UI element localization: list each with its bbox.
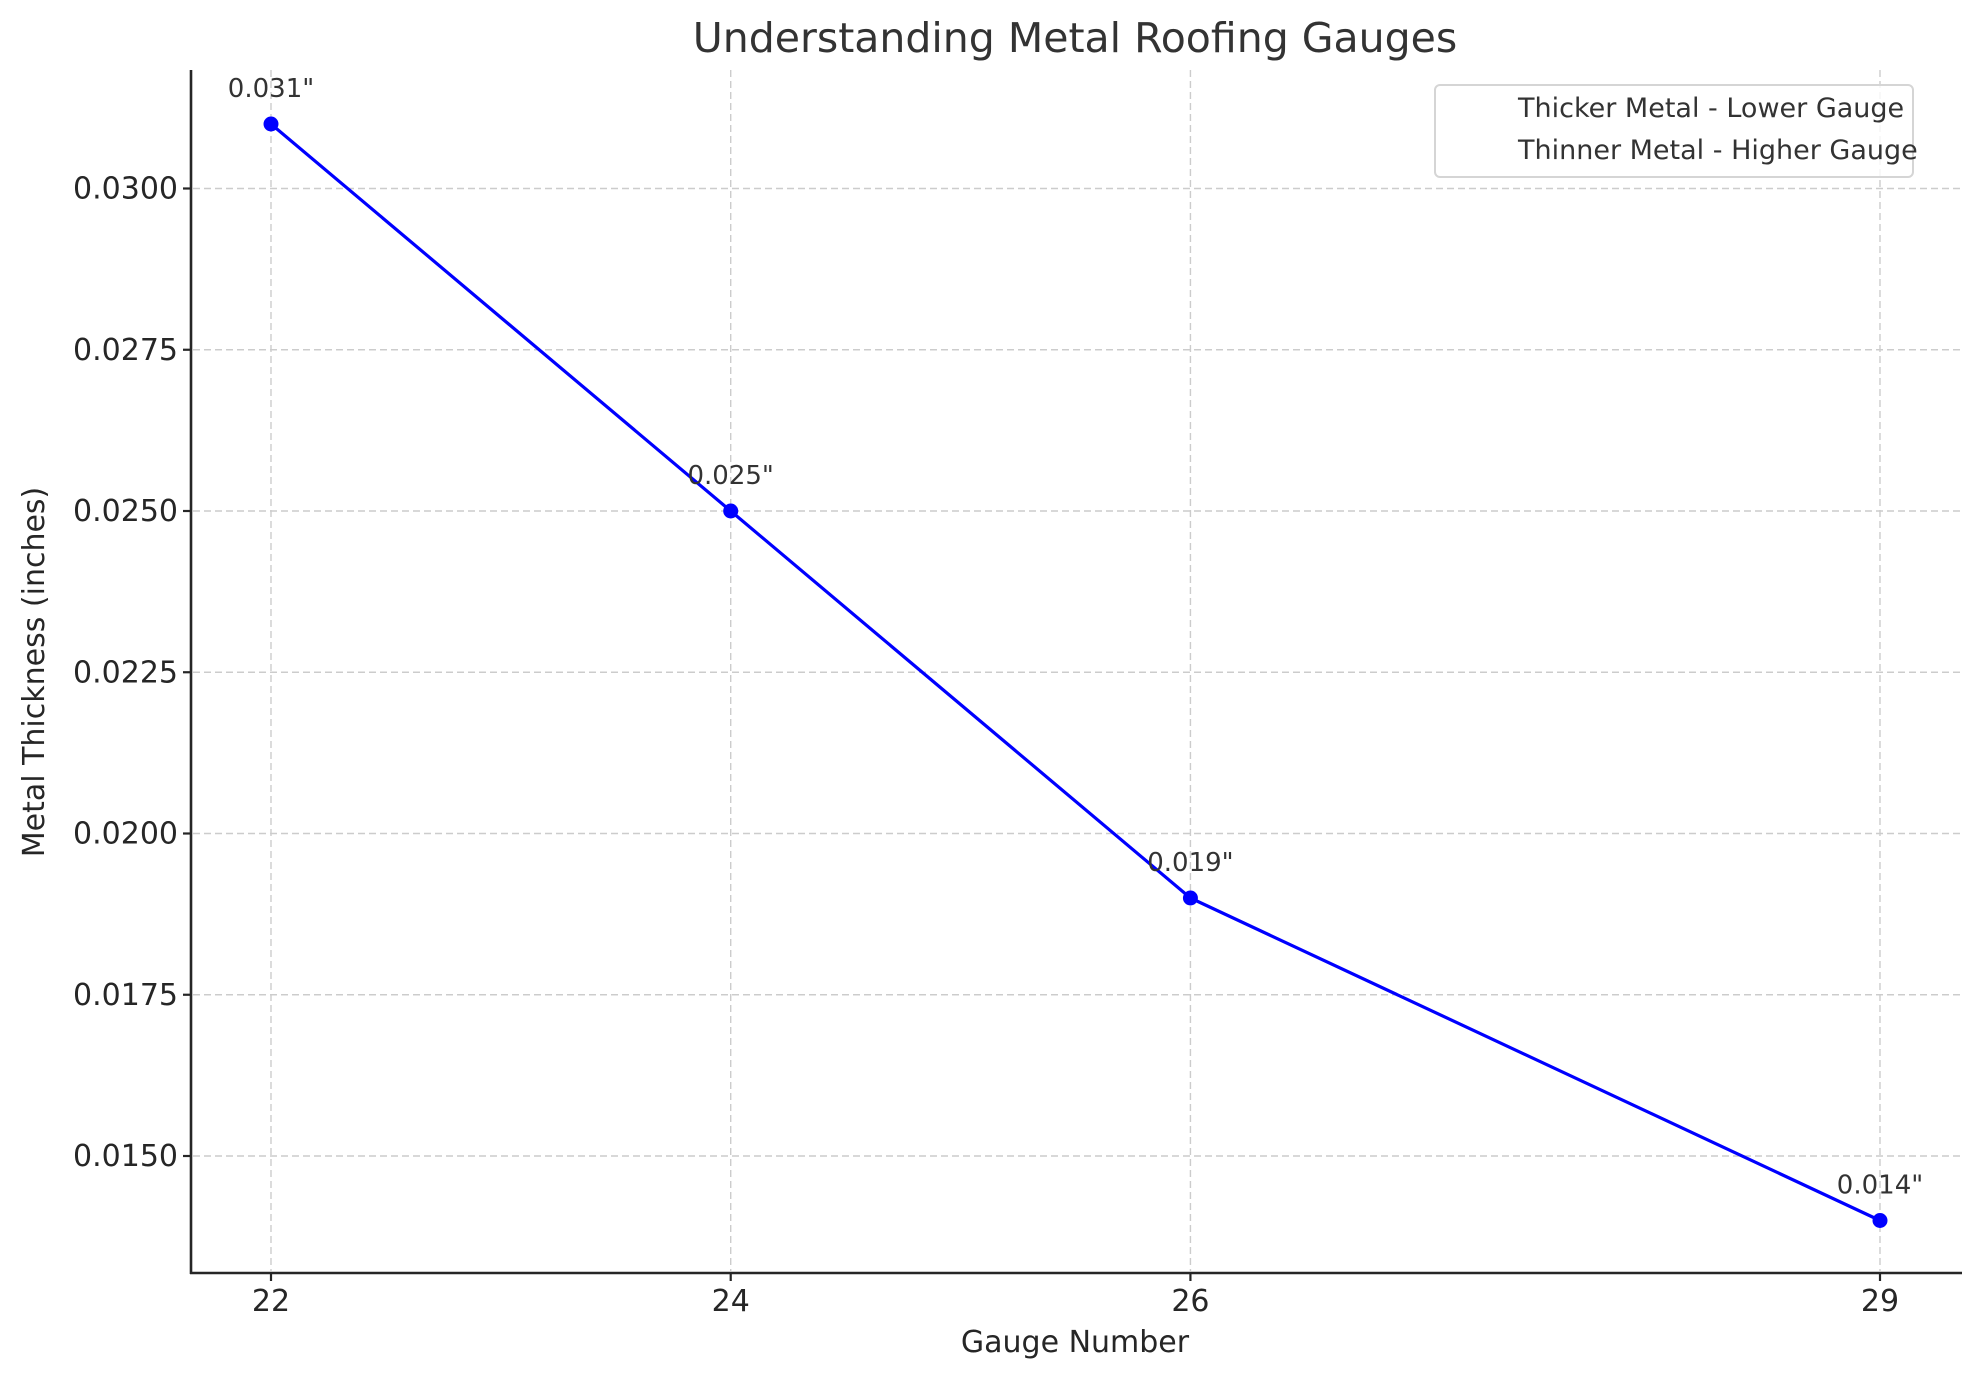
x-gridlines — [270, 70, 1881, 1271]
chart-title: Understanding Metal Roofing Gauges — [693, 14, 1458, 62]
x-axis-label: Gauge Number — [961, 1325, 1190, 1360]
x-tick-label: 22 — [252, 1284, 290, 1319]
y-gridlines — [193, 187, 1962, 1157]
y-axis-label: Metal Thickness (inches) — [17, 487, 52, 858]
y-axis-ticks: 0.0150 0.0175 0.0200 0.0225 0.0250 0.0275 0.03… — [73, 172, 191, 1174]
data-label: 0.019" — [1147, 848, 1233, 878]
y-tick-label: 0.0250 — [73, 494, 178, 529]
y-tick-label: 0.0275 — [73, 333, 178, 368]
data-label: 0.025" — [688, 461, 774, 491]
data-point-marker — [1182, 890, 1198, 906]
data-label: 0.014" — [1837, 1171, 1923, 1201]
y-tick-label: 0.0300 — [73, 172, 178, 207]
x-tick-label: 29 — [1861, 1284, 1899, 1319]
data-label: 0.031" — [228, 74, 314, 104]
x-tick-label: 26 — [1171, 1284, 1209, 1319]
data-point-marker — [263, 116, 279, 132]
x-tick-label: 24 — [712, 1284, 750, 1319]
legend-box — [1434, 84, 1914, 178]
series-line — [269, 122, 1881, 1222]
y-tick-label: 0.0225 — [73, 655, 178, 690]
legend: Thicker Metal - Lower Gauge Thinner Meta… — [1434, 84, 1918, 178]
legend-entry-thicker: Thicker Metal - Lower Gauge — [1517, 93, 1904, 124]
y-tick-label: 0.0175 — [73, 978, 178, 1013]
data-series: 0.031" 0.025" 0.019" 0.014" — [228, 74, 1923, 1228]
legend-entry-thinner: Thinner Metal - Higher Gauge — [1517, 135, 1918, 166]
y-tick-label: 0.0150 — [73, 1139, 178, 1174]
x-axis-ticks: 22 24 26 29 — [252, 1273, 1899, 1319]
y-tick-label: 0.0200 — [73, 817, 178, 852]
data-point-marker — [723, 503, 739, 519]
data-point-marker — [1872, 1213, 1888, 1228]
